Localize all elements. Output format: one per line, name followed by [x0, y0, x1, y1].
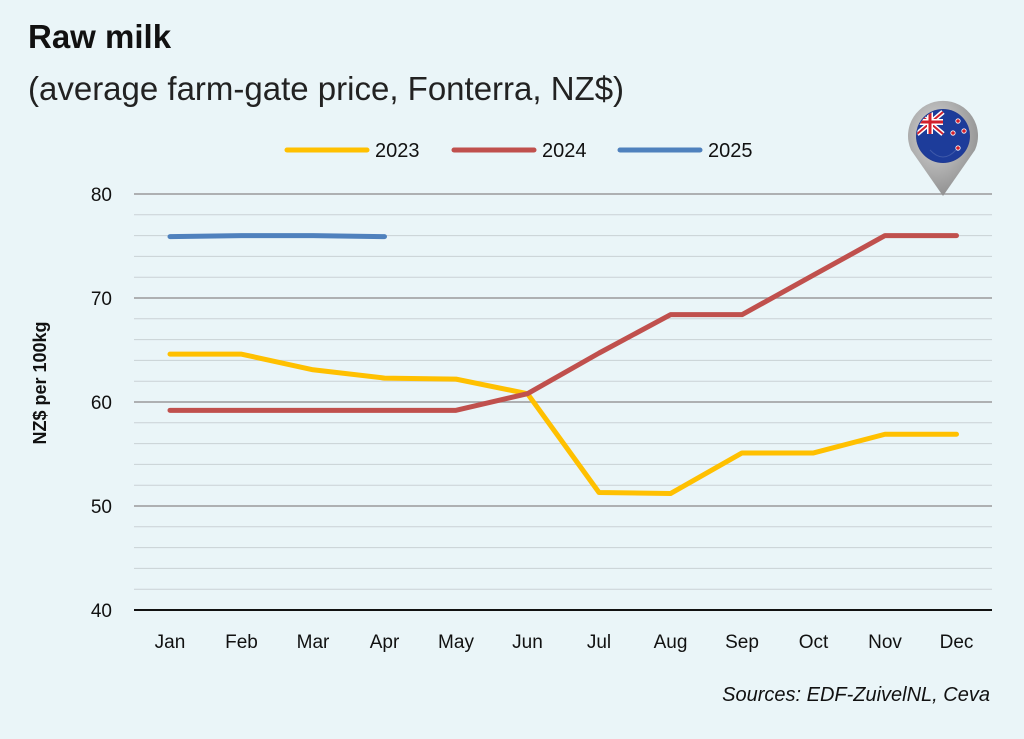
legend-label-2023: 2023 — [375, 140, 420, 162]
x-tick-label: Mar — [297, 632, 330, 653]
chart-title: Raw milk — [28, 18, 172, 55]
x-tick-label: Nov — [868, 632, 902, 653]
y-tick-label: 60 — [91, 393, 112, 414]
series-line-2024 — [167, 233, 959, 413]
series-lines — [167, 233, 959, 497]
x-tick-label: May — [438, 632, 474, 653]
series-line-2023 — [167, 351, 959, 497]
x-tick-label: Aug — [654, 632, 688, 653]
gridlines — [134, 193, 992, 611]
x-tick-label: Sep — [725, 632, 759, 653]
x-tick-label: Oct — [799, 632, 829, 653]
x-tick-label: Feb — [225, 632, 258, 653]
x-tick-label: Jun — [512, 632, 543, 653]
y-tick-label: 70 — [91, 289, 112, 310]
x-tick-label: Jan — [155, 632, 186, 653]
legend: 2023 2024 2025 — [284, 140, 753, 162]
x-axis-ticks: Jan Feb Mar Apr May Jun Jul Aug Sep Oct Nov Dec — [155, 632, 974, 653]
legend-label-2025: 2025 — [708, 140, 753, 162]
new-zealand-flag-map-pin-icon — [907, 100, 978, 196]
y-tick-label: 80 — [91, 185, 112, 206]
series-line-2025 — [167, 233, 387, 240]
source-note: Sources: EDF-ZuivelNL, Ceva — [722, 684, 990, 706]
x-tick-label: Dec — [940, 632, 974, 653]
x-tick-label: Jul — [587, 632, 611, 653]
y-axis-ticks: 40 50 60 70 80 — [91, 185, 112, 622]
y-tick-label: 40 — [91, 601, 112, 622]
legend-label-2024: 2024 — [542, 140, 587, 162]
y-tick-label: 50 — [91, 497, 112, 518]
y-axis-label: NZ$ per 100kg — [30, 321, 50, 444]
x-tick-label: Apr — [370, 632, 400, 653]
chart-subtitle: (average farm-gate price, Fonterra, NZ$) — [28, 70, 625, 107]
